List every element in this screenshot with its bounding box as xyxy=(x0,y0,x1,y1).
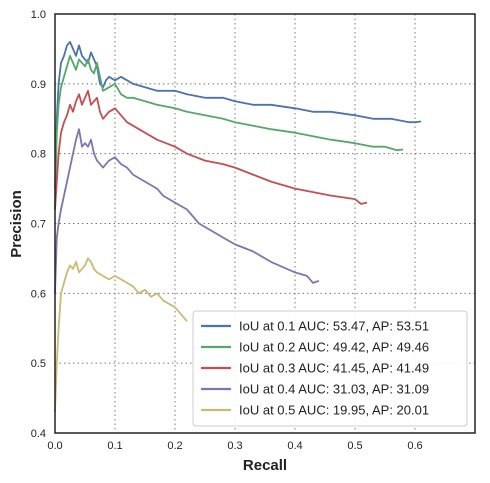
x-axis-label: Recall xyxy=(243,457,287,474)
legend-box xyxy=(192,310,468,427)
legend-label: IoU at 0.3 AUC: 41.45, AP: 41.49 xyxy=(239,361,429,376)
y-tick-label: 0.8 xyxy=(31,149,46,161)
tick-labels: 0.0 0.1 0.2 0.3 0.4 0.5 0.6 0.4 0.5 0.6 0.7 0.8 0.9 1… xyxy=(31,9,423,452)
series-lines xyxy=(54,41,422,413)
series-line-2 xyxy=(54,55,404,210)
y-tick-label: 0.6 xyxy=(31,288,46,300)
legend-label: IoU at 0.1 AUC: 53.47, AP: 53.51 xyxy=(239,319,429,334)
legend-label: IoU at 0.2 AUC: 49.42, AP: 49.46 xyxy=(239,340,429,355)
x-tick-label: 0.4 xyxy=(287,440,302,452)
legend-label: IoU at 0.5 AUC: 19.95, AP: 20.01 xyxy=(239,403,429,418)
y-tick-label: 0.7 xyxy=(31,219,46,231)
plot-frame xyxy=(54,13,476,434)
legend-label: IoU at 0.4 AUC: 31.03, AP: 31.09 xyxy=(239,382,429,397)
y-tick-label: 1.0 xyxy=(31,9,46,21)
y-tick-label: 0.9 xyxy=(31,79,46,91)
series-line-5 xyxy=(54,257,188,413)
y-axis-label: Precision xyxy=(8,190,25,258)
series-line-1 xyxy=(54,41,422,189)
x-tick-label: 0.5 xyxy=(347,440,362,452)
x-tick-label: 0.2 xyxy=(167,440,182,452)
y-tick-label: 0.4 xyxy=(31,428,46,440)
x-tick-label: 0.3 xyxy=(227,440,242,452)
y-tick-label: 0.5 xyxy=(31,358,46,370)
x-tick-label: 0.0 xyxy=(47,440,62,452)
legend: IoU at 0.1 AUC: 53.47, AP: 53.51 IoU at 0… xyxy=(192,310,468,427)
x-tick-label: 0.1 xyxy=(107,440,122,452)
series-line-3 xyxy=(54,89,368,210)
x-tick-label: 0.6 xyxy=(407,440,422,452)
series-line-4 xyxy=(54,128,320,294)
